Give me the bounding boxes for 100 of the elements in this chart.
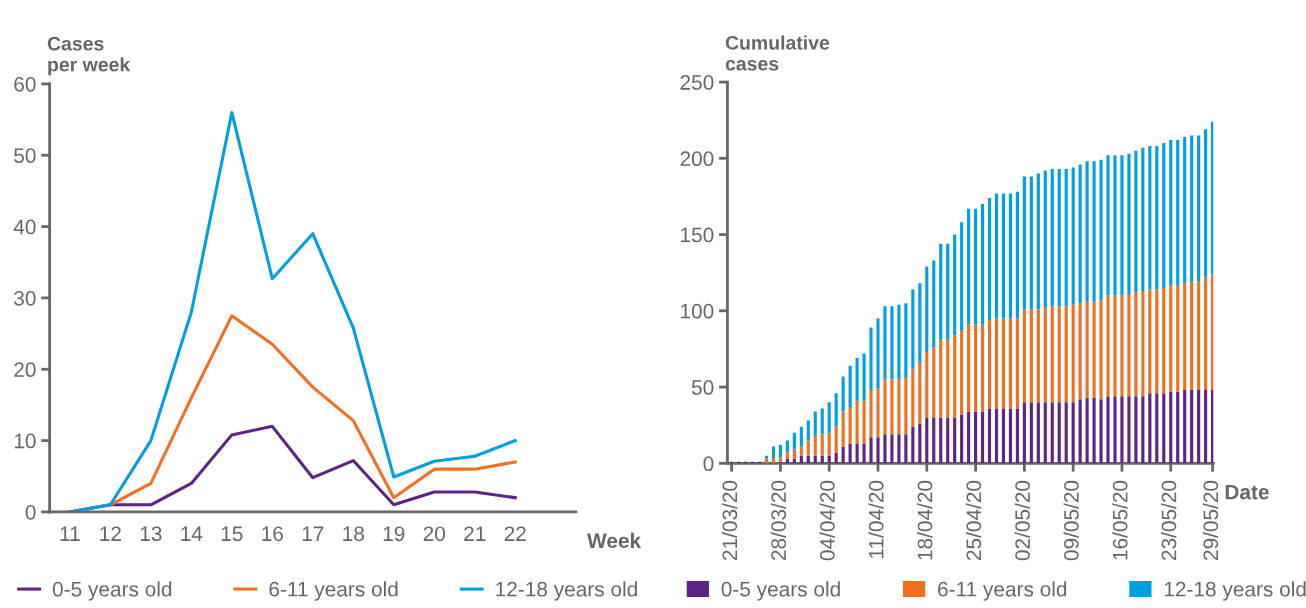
y-tick-label: 60 [14, 76, 36, 92]
bar [932, 347, 936, 418]
x-tick-label: 12 [100, 526, 121, 541]
y-tick-label: 20 [14, 362, 36, 378]
bar [904, 303, 908, 378]
bar [1204, 390, 1208, 464]
bar [1050, 402, 1054, 464]
bar [1085, 301, 1089, 398]
bar [1197, 281, 1201, 391]
bar [1015, 318, 1019, 409]
bar [883, 306, 887, 380]
bar [897, 434, 901, 464]
bar [1106, 155, 1110, 296]
bar [841, 411, 845, 447]
legend-label: 6-11 years old [269, 581, 398, 601]
bar [1106, 396, 1110, 464]
x-tick-label: 04/04/20 [819, 480, 835, 561]
y-axis-title: Cases per week [47, 36, 131, 76]
bar [1127, 153, 1131, 295]
bar [1078, 303, 1082, 400]
bar [1036, 402, 1040, 464]
bar [932, 260, 936, 348]
bar [1134, 150, 1138, 293]
bar [1099, 300, 1103, 400]
bar [890, 434, 894, 464]
bar [1036, 309, 1040, 403]
bar [827, 432, 831, 456]
bar [974, 411, 978, 464]
bar [1176, 140, 1180, 285]
bar [841, 376, 845, 412]
bar [960, 222, 964, 331]
bar [834, 426, 838, 453]
bar [792, 449, 796, 459]
bar [869, 327, 873, 391]
bar [869, 390, 873, 438]
bar [806, 440, 810, 456]
bar [925, 417, 929, 464]
bar [994, 408, 999, 464]
bar [1148, 289, 1152, 394]
bar [1169, 284, 1173, 392]
bar [897, 379, 901, 435]
bar [1050, 306, 1054, 403]
bar [1113, 295, 1117, 397]
bar [918, 423, 922, 464]
bar [1064, 169, 1068, 307]
x-tick-label: 13 [140, 526, 162, 542]
bar [1169, 140, 1173, 285]
bar [987, 319, 992, 409]
bar [960, 330, 964, 415]
bar [1169, 391, 1173, 464]
bar [987, 197, 992, 320]
x-tick-label: 11 [60, 526, 80, 541]
x-tick-label: 21/03/20 [721, 480, 738, 560]
bar [1113, 155, 1117, 296]
bar [1001, 318, 1006, 409]
bar [848, 406, 852, 444]
bar [1120, 295, 1124, 397]
bar [876, 437, 880, 464]
bar [1120, 396, 1124, 464]
bar [953, 234, 957, 336]
bar [834, 393, 838, 427]
bar [960, 414, 964, 464]
bar [925, 351, 929, 418]
x-tick-label: 23/05/20 [1161, 480, 1177, 560]
bar [841, 446, 845, 464]
bar [820, 408, 824, 435]
bar [890, 379, 894, 435]
y-tick-label: 250 [680, 75, 714, 90]
bar [911, 289, 915, 369]
bar [1183, 283, 1187, 391]
bar [1148, 146, 1152, 290]
bar [764, 455, 769, 459]
bar [862, 443, 866, 464]
y-tick-label: 150 [681, 227, 714, 243]
bar [974, 324, 978, 412]
bar [1204, 129, 1208, 278]
bar [1071, 304, 1075, 403]
bar [1155, 146, 1159, 290]
bar [1071, 402, 1075, 464]
bar [946, 243, 950, 340]
bar [1057, 402, 1061, 464]
bar [1190, 390, 1194, 464]
bar [1078, 399, 1082, 464]
x-tick-label: 25/04/20 [965, 480, 982, 560]
bar [1099, 399, 1103, 464]
bar [1162, 143, 1166, 288]
bar [1008, 193, 1013, 319]
bar [1141, 396, 1145, 464]
bar [1155, 393, 1159, 464]
bar [1064, 402, 1068, 464]
bar [1183, 390, 1187, 464]
bar [1134, 292, 1138, 397]
bar [1043, 402, 1047, 464]
y-tick-label: 50 [691, 380, 714, 395]
bar [1022, 309, 1026, 403]
bar [799, 426, 803, 447]
bar [1043, 170, 1047, 308]
legend-label: 0-5 years old [721, 581, 840, 601]
bar [862, 400, 866, 444]
y-tick-label: 10 [14, 433, 36, 449]
